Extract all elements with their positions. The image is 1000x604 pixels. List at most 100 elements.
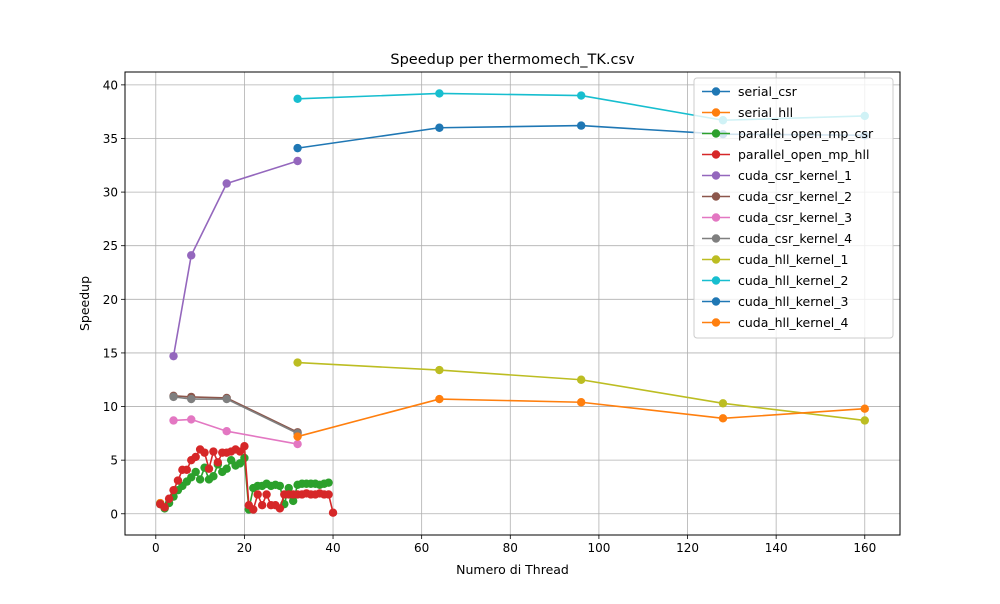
legend-label: parallel_open_mp_hll	[738, 147, 869, 162]
legend-marker	[711, 150, 721, 159]
series-line	[173, 418, 298, 445]
data-point	[187, 251, 196, 260]
data-point	[435, 365, 444, 375]
series-layer	[156, 89, 869, 517]
legend-label: parallel_open_mp_csr	[738, 126, 874, 141]
data-point	[191, 452, 200, 462]
data-point	[209, 447, 218, 456]
data-point	[860, 404, 869, 413]
series-line	[173, 395, 298, 434]
data-point	[253, 490, 262, 499]
data-point	[284, 483, 293, 493]
data-point	[576, 398, 586, 407]
x-tick-label: 20	[237, 541, 252, 555]
legend-marker	[711, 318, 721, 327]
data-point	[262, 490, 271, 499]
legend-label: cuda_csr_kernel_1	[738, 168, 852, 183]
data-point	[324, 490, 333, 499]
data-point	[718, 414, 728, 423]
legend-marker	[711, 276, 721, 285]
data-point	[160, 503, 169, 512]
data-point	[288, 496, 298, 506]
legend-entry: cuda_csr_kernel_4	[702, 231, 852, 246]
x-tick-label: 100	[587, 541, 610, 555]
data-point	[293, 156, 302, 166]
data-point	[249, 505, 258, 514]
series-cuda_csr_kernel_1	[169, 156, 302, 361]
series-cuda_csr_kernel_4	[169, 392, 302, 438]
legend-marker	[711, 192, 721, 201]
legend-label: cuda_csr_kernel_3	[738, 210, 852, 225]
legend-label: cuda_hll_kernel_2	[738, 273, 848, 288]
y-tick-label: 25	[103, 239, 118, 253]
data-point	[191, 467, 200, 477]
series-cuda_csr_kernel_3	[169, 415, 302, 449]
data-point	[222, 464, 231, 473]
legend-marker	[711, 255, 721, 264]
data-point	[200, 448, 209, 457]
axis-ticks: 0 20 40 60 80 100 120 140 160 0 5 10 15 20 25 30 35 40	[103, 78, 877, 555]
legend-entry: cuda_csr_kernel_2	[702, 189, 852, 204]
data-point	[328, 508, 338, 517]
y-axis-label: Speedup	[77, 276, 92, 331]
legend-box	[693, 77, 894, 339]
legend-marker	[711, 234, 721, 243]
legend-entry: serial_hll	[702, 105, 793, 120]
y-tick-label: 0	[110, 507, 118, 521]
data-point	[576, 375, 586, 384]
data-point	[213, 458, 223, 467]
x-tick-label: 160	[853, 541, 876, 555]
data-point	[576, 91, 586, 100]
legend-label: cuda_hll_kernel_1	[738, 252, 848, 267]
data-point	[293, 143, 302, 153]
x-tick-label: 40	[325, 541, 340, 555]
legend-label: cuda_hll_kernel_4	[738, 315, 848, 330]
data-point	[293, 432, 302, 441]
data-point	[435, 123, 444, 132]
data-point	[240, 453, 249, 463]
y-tick-label: 35	[103, 132, 118, 146]
data-point	[204, 464, 214, 473]
data-point	[182, 465, 192, 475]
x-axis-label: Numero di Thread	[456, 562, 569, 577]
legend-entry: serial_csr	[702, 84, 798, 99]
data-point	[435, 89, 444, 98]
data-point	[195, 475, 205, 484]
y-tick-label: 5	[110, 454, 118, 468]
y-tick-label: 20	[103, 293, 118, 307]
series-cuda_hll_kernel_4	[293, 394, 869, 441]
legend-entry: cuda_hll_kernel_2	[702, 273, 848, 288]
data-point	[164, 494, 174, 503]
data-point	[187, 394, 196, 404]
legend-entry: cuda_hll_kernel_3	[702, 294, 848, 309]
data-point	[275, 481, 285, 491]
plot-frame	[124, 71, 901, 536]
x-tick-label: 0	[152, 541, 160, 555]
legend-entry: cuda_csr_kernel_1	[702, 168, 852, 183]
data-point	[576, 121, 586, 130]
x-tick-label: 60	[414, 541, 429, 555]
data-point	[293, 439, 302, 449]
series-line	[172, 160, 298, 357]
legend-label: cuda_csr_kernel_4	[738, 231, 852, 246]
legend-entry: cuda_csr_kernel_3	[702, 210, 852, 225]
x-tick-label: 80	[503, 541, 518, 555]
data-point	[169, 416, 178, 425]
legend-marker	[711, 108, 721, 117]
legend-marker	[711, 87, 721, 96]
legend-entry: parallel_open_mp_hll	[702, 147, 869, 162]
data-point	[222, 427, 231, 436]
series-line	[173, 396, 298, 435]
data-point	[169, 485, 178, 495]
legend-entry: cuda_hll_kernel_1	[702, 252, 848, 267]
legend-label: cuda_hll_kernel_3	[738, 294, 848, 309]
y-tick-label: 10	[103, 400, 118, 414]
y-tick-label: 30	[103, 186, 118, 200]
series-parallel_open_mp_hll	[156, 442, 338, 517]
data-point	[169, 351, 178, 361]
legend-marker	[711, 171, 721, 180]
legend-entry: parallel_open_mp_csr	[702, 126, 874, 141]
data-point	[324, 478, 333, 487]
